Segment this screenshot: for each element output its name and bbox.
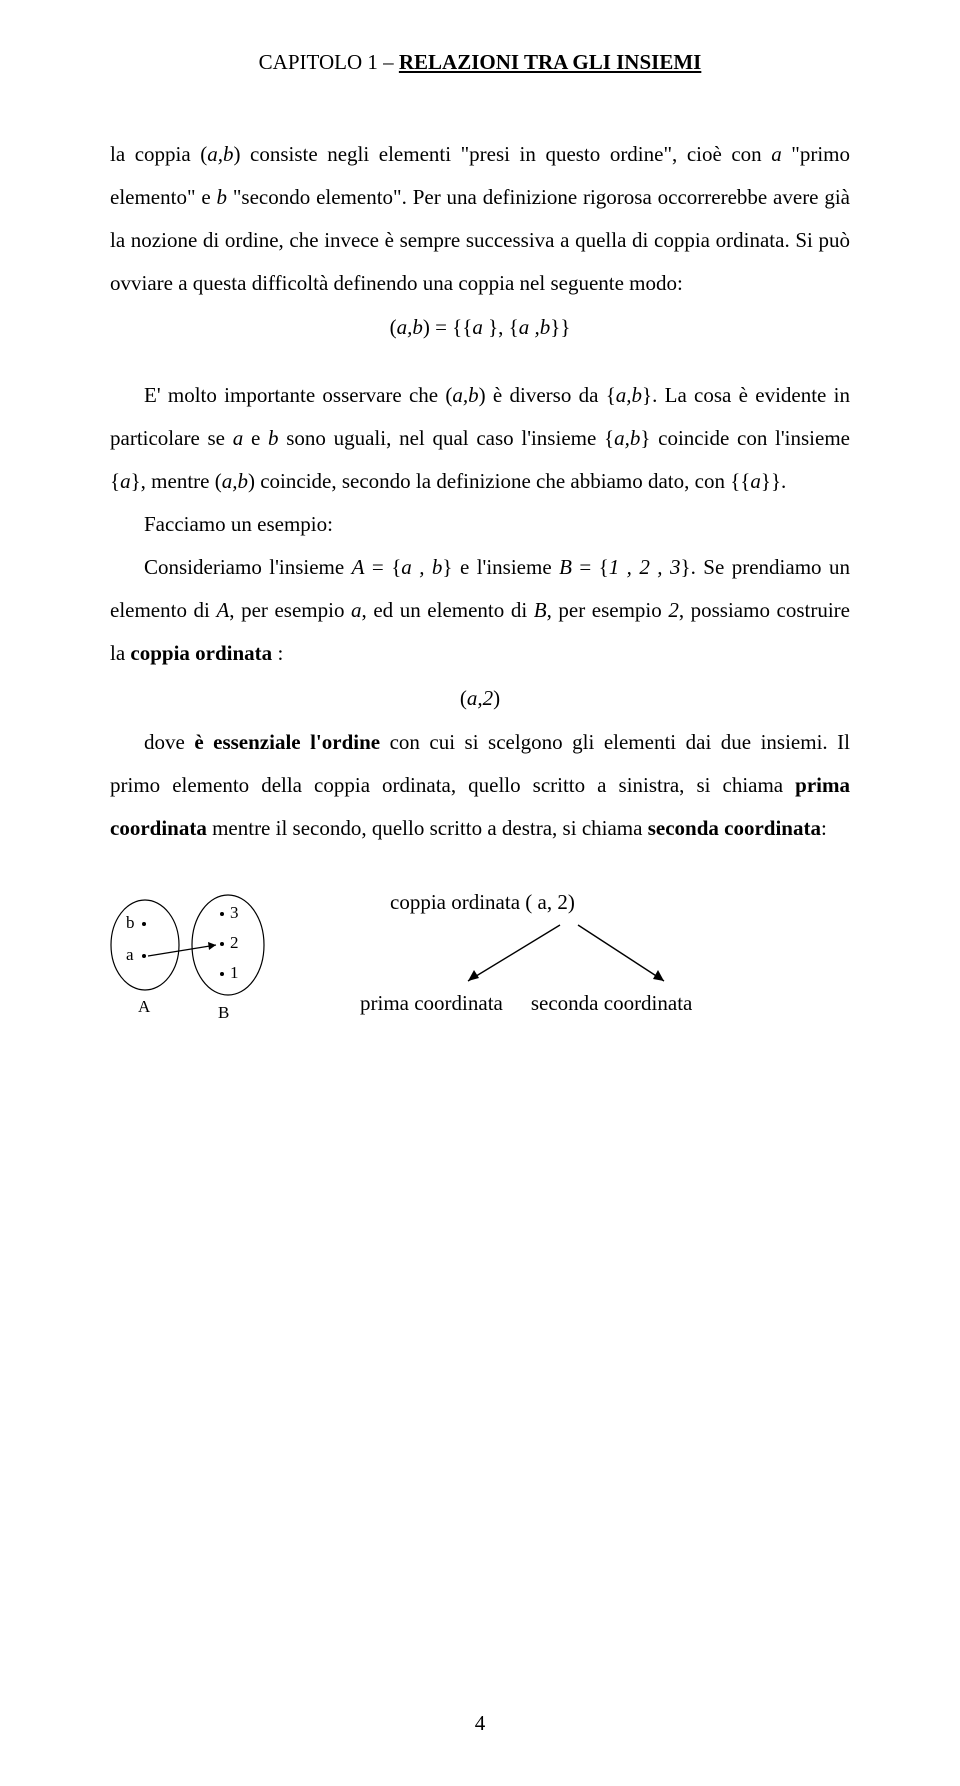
second-coord-label: seconda coordinata xyxy=(531,991,693,1016)
first-coord-label: prima coordinata xyxy=(360,991,503,1016)
paragraph-2: E' molto importante osservare che (a,b) … xyxy=(110,374,850,503)
paragraph-3: Facciamo un esempio: xyxy=(110,503,850,546)
paragraph-5: dove è essenziale l'ordine con cui si sc… xyxy=(110,721,850,850)
set-b-elem-2: 2 xyxy=(230,933,239,952)
coordinate-arrows xyxy=(420,919,700,989)
paragraph-1: la coppia (a,b) consiste negli elementi … xyxy=(110,133,850,305)
set-b-label: B xyxy=(218,1003,229,1022)
set-a-elem-a: a xyxy=(126,945,134,964)
paragraph-4: Consideriamo l'insieme A = {a , b} e l'i… xyxy=(110,546,850,675)
formula-2: (a,2) xyxy=(110,686,850,711)
set-b-elem-1: 1 xyxy=(230,963,239,982)
header-chapter: CAPITOLO 1 – xyxy=(259,50,399,74)
page-header: CAPITOLO 1 – RELAZIONI TRA GLI INSIEMI xyxy=(110,50,850,75)
ordered-pair-label: coppia ordinata ( a, 2) xyxy=(360,890,850,915)
set-b-elem-3: 3 xyxy=(230,903,239,922)
set-mapping-diagram: b a A 3 2 1 B xyxy=(100,890,290,1040)
header-title: RELAZIONI TRA GLI INSIEMI xyxy=(399,50,701,74)
set-a-elem-b: b xyxy=(126,913,135,932)
page-number: 4 xyxy=(0,1711,960,1736)
formula-1: (a,b) = {{a }, {a ,b}} xyxy=(110,315,850,340)
set-a-label: A xyxy=(138,997,151,1016)
